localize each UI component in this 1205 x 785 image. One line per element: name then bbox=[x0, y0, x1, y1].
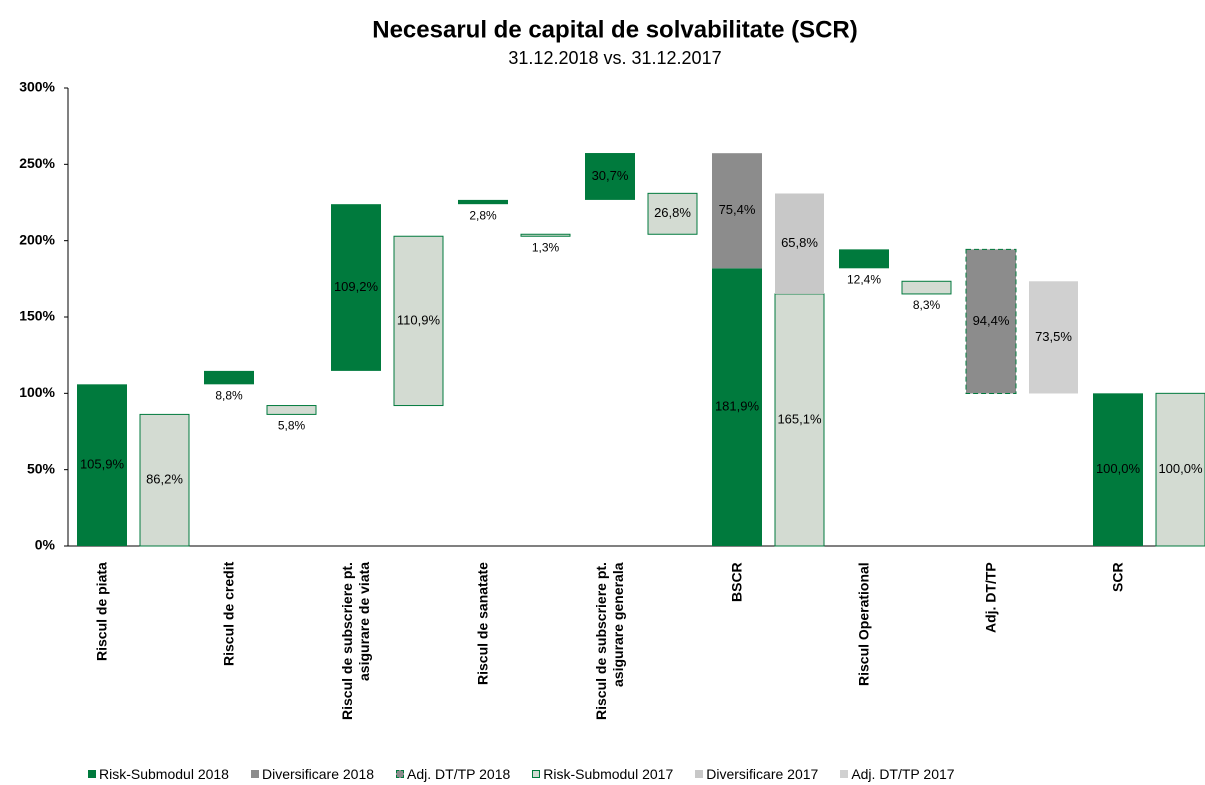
x-tick-label: BSCR bbox=[728, 562, 745, 602]
bar bbox=[331, 204, 381, 371]
bar bbox=[77, 384, 127, 546]
bar bbox=[839, 249, 889, 269]
data-label: 30,7% bbox=[592, 168, 629, 183]
x-tick-label: Riscul de subscriere pt. asigurare gener… bbox=[593, 562, 626, 720]
legend-label: Diversificare 2018 bbox=[261, 766, 375, 782]
data-label: 165,1% bbox=[777, 411, 822, 426]
y-tick-label: 50% bbox=[27, 460, 56, 476]
bar bbox=[520, 233, 571, 237]
bar bbox=[458, 199, 508, 205]
legend-label: Risk-Submodul 2017 bbox=[543, 766, 674, 782]
legend-swatch bbox=[88, 770, 96, 778]
data-label: 12,4% bbox=[847, 272, 881, 286]
bar bbox=[774, 293, 825, 547]
legend-label: Risk-Submodul 2018 bbox=[99, 766, 229, 782]
legend-label: Diversificare 2017 bbox=[706, 766, 819, 782]
legend-item: Risk-Submodul 2017 bbox=[532, 766, 673, 782]
bar bbox=[1093, 393, 1143, 546]
data-label: 109,2% bbox=[334, 279, 379, 294]
legend-item: Adj. DT/TP 2017 bbox=[840, 766, 955, 782]
legend-swatch bbox=[396, 770, 405, 778]
legend-item: Diversificare 2017 bbox=[695, 766, 818, 782]
data-label: 110,9% bbox=[397, 312, 441, 327]
data-label: 8,3% bbox=[913, 298, 941, 312]
data-label: 105,9% bbox=[80, 457, 125, 472]
data-label: 65,8% bbox=[781, 235, 818, 250]
legend-item: Adj. DT/TP 2018 bbox=[396, 766, 510, 782]
bar bbox=[775, 193, 824, 294]
bar bbox=[585, 153, 635, 200]
x-tick-label: Riscul de credit bbox=[220, 562, 237, 667]
y-tick-label: 200% bbox=[19, 231, 55, 247]
x-tick-label: SCR bbox=[1109, 562, 1126, 592]
legend-swatch bbox=[532, 770, 541, 778]
bar bbox=[712, 268, 762, 546]
x-tick-label: Riscul de piata bbox=[93, 562, 110, 661]
data-label: 94,4% bbox=[973, 313, 1010, 328]
x-tick-label: Riscul de sanatate bbox=[474, 562, 491, 685]
data-label: 8,8% bbox=[215, 388, 243, 402]
bar bbox=[393, 235, 444, 407]
bar bbox=[647, 192, 698, 235]
data-label: 5,8% bbox=[278, 419, 306, 433]
legend-label: Adj. DT/TP 2018 bbox=[407, 766, 511, 782]
bar bbox=[204, 370, 254, 385]
bar bbox=[266, 405, 317, 415]
data-label: 2,8% bbox=[469, 208, 497, 222]
bar bbox=[1029, 281, 1078, 394]
data-label: 73,5% bbox=[1035, 329, 1072, 344]
legend-item: Diversificare 2018 bbox=[250, 766, 375, 782]
y-tick-label: 0% bbox=[35, 537, 56, 553]
data-label: 86,2% bbox=[146, 472, 183, 487]
legend-item: Risk-Submodul 2018 bbox=[88, 766, 229, 782]
data-label: 181,9% bbox=[715, 399, 760, 414]
data-label: 1,3% bbox=[532, 240, 560, 254]
data-label: 100,0% bbox=[1158, 461, 1203, 476]
data-label: 75,4% bbox=[719, 202, 756, 217]
bar bbox=[901, 280, 952, 295]
y-tick-label: 100% bbox=[19, 384, 55, 400]
x-tick-label: Adj. DT/TP bbox=[982, 562, 999, 633]
chart-subtitle: 31.12.2018 vs. 31.12.2017 bbox=[508, 48, 721, 68]
bar bbox=[1155, 392, 1205, 547]
bar bbox=[139, 413, 190, 547]
chart-title: Necesarul de capital de solvabilitate (S… bbox=[372, 16, 858, 43]
legend-label: Adj. DT/TP 2017 bbox=[851, 766, 955, 782]
bar bbox=[965, 248, 1017, 394]
legend-swatch bbox=[840, 770, 849, 778]
y-tick-label: 250% bbox=[19, 155, 55, 171]
bar bbox=[712, 153, 762, 269]
x-tick-label: Riscul Operational bbox=[855, 562, 872, 686]
y-tick-label: 300% bbox=[19, 79, 55, 95]
x-tick-label: Riscul de subscriere pt. asigurare de vi… bbox=[339, 562, 372, 720]
y-tick-label: 150% bbox=[19, 308, 55, 324]
legend-swatch bbox=[695, 770, 704, 778]
data-label: 26,8% bbox=[654, 205, 691, 220]
legend: Risk-Submodul 2018 Diversificare 2018 Adj.… bbox=[88, 766, 955, 782]
data-label: 100,0% bbox=[1096, 461, 1141, 476]
legend-swatch bbox=[250, 770, 259, 778]
